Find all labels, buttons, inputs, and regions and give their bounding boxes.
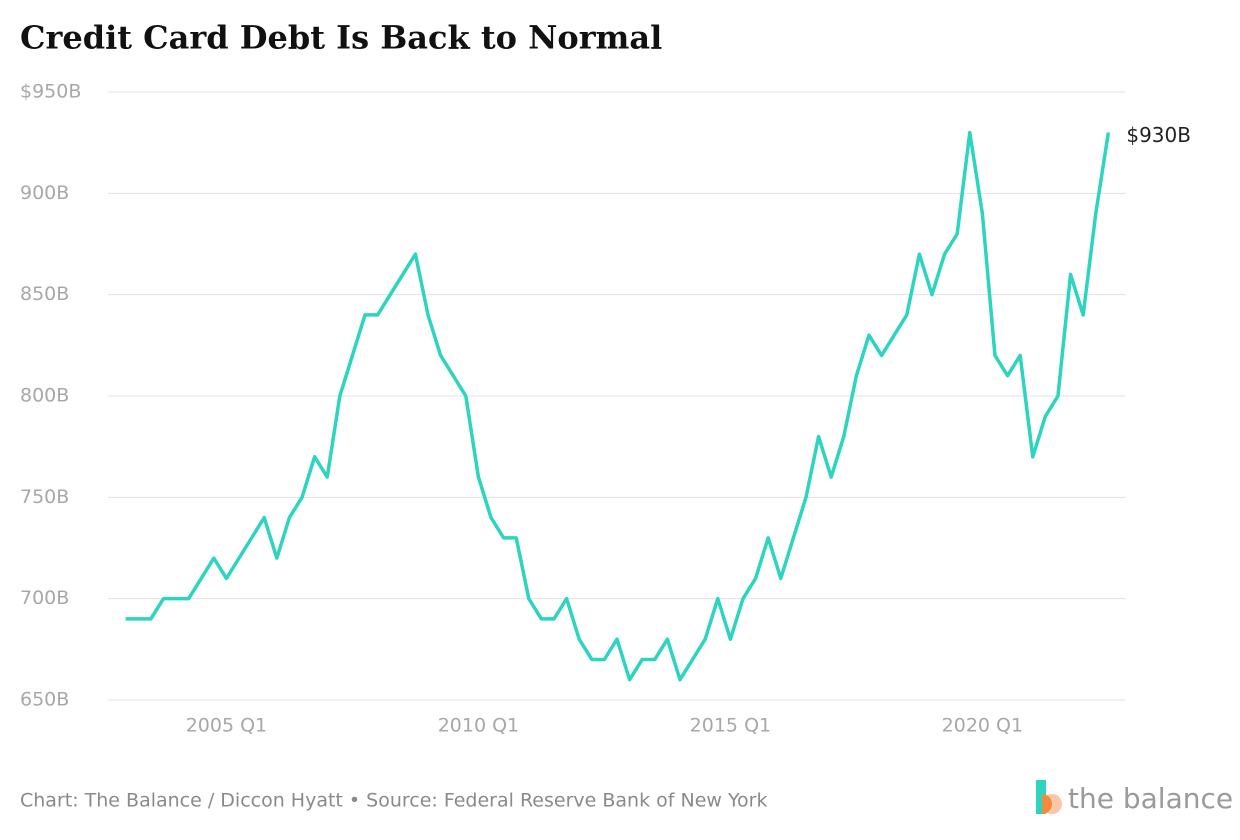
brand: the balance (1068, 782, 1233, 815)
line (125, 130, 1111, 682)
y-tick-label: 800B (20, 385, 69, 407)
x-tick-label: 2015 Q1 (690, 715, 771, 737)
x-tick-label: 2005 Q1 (186, 715, 267, 737)
y-tick-label: 900B (20, 182, 69, 204)
value-label: $930B (1126, 123, 1191, 147)
x-tick-label: 2010 Q1 (438, 715, 519, 737)
y-tick-label: 700B (20, 587, 69, 609)
logo-icon (1036, 780, 1062, 814)
y-tick-label: 750B (20, 486, 69, 508)
source-note: Chart: The Balance / Diccon Hyatt • Sour… (20, 790, 768, 812)
x-tick-label: 2020 Q1 (942, 715, 1023, 737)
y-tick-label: $950B (20, 81, 81, 103)
y-tick-label: 650B (20, 689, 69, 711)
y-tick-label: 850B (20, 283, 69, 305)
chart-title: Credit Card Debt Is Back to Normal (20, 19, 662, 57)
